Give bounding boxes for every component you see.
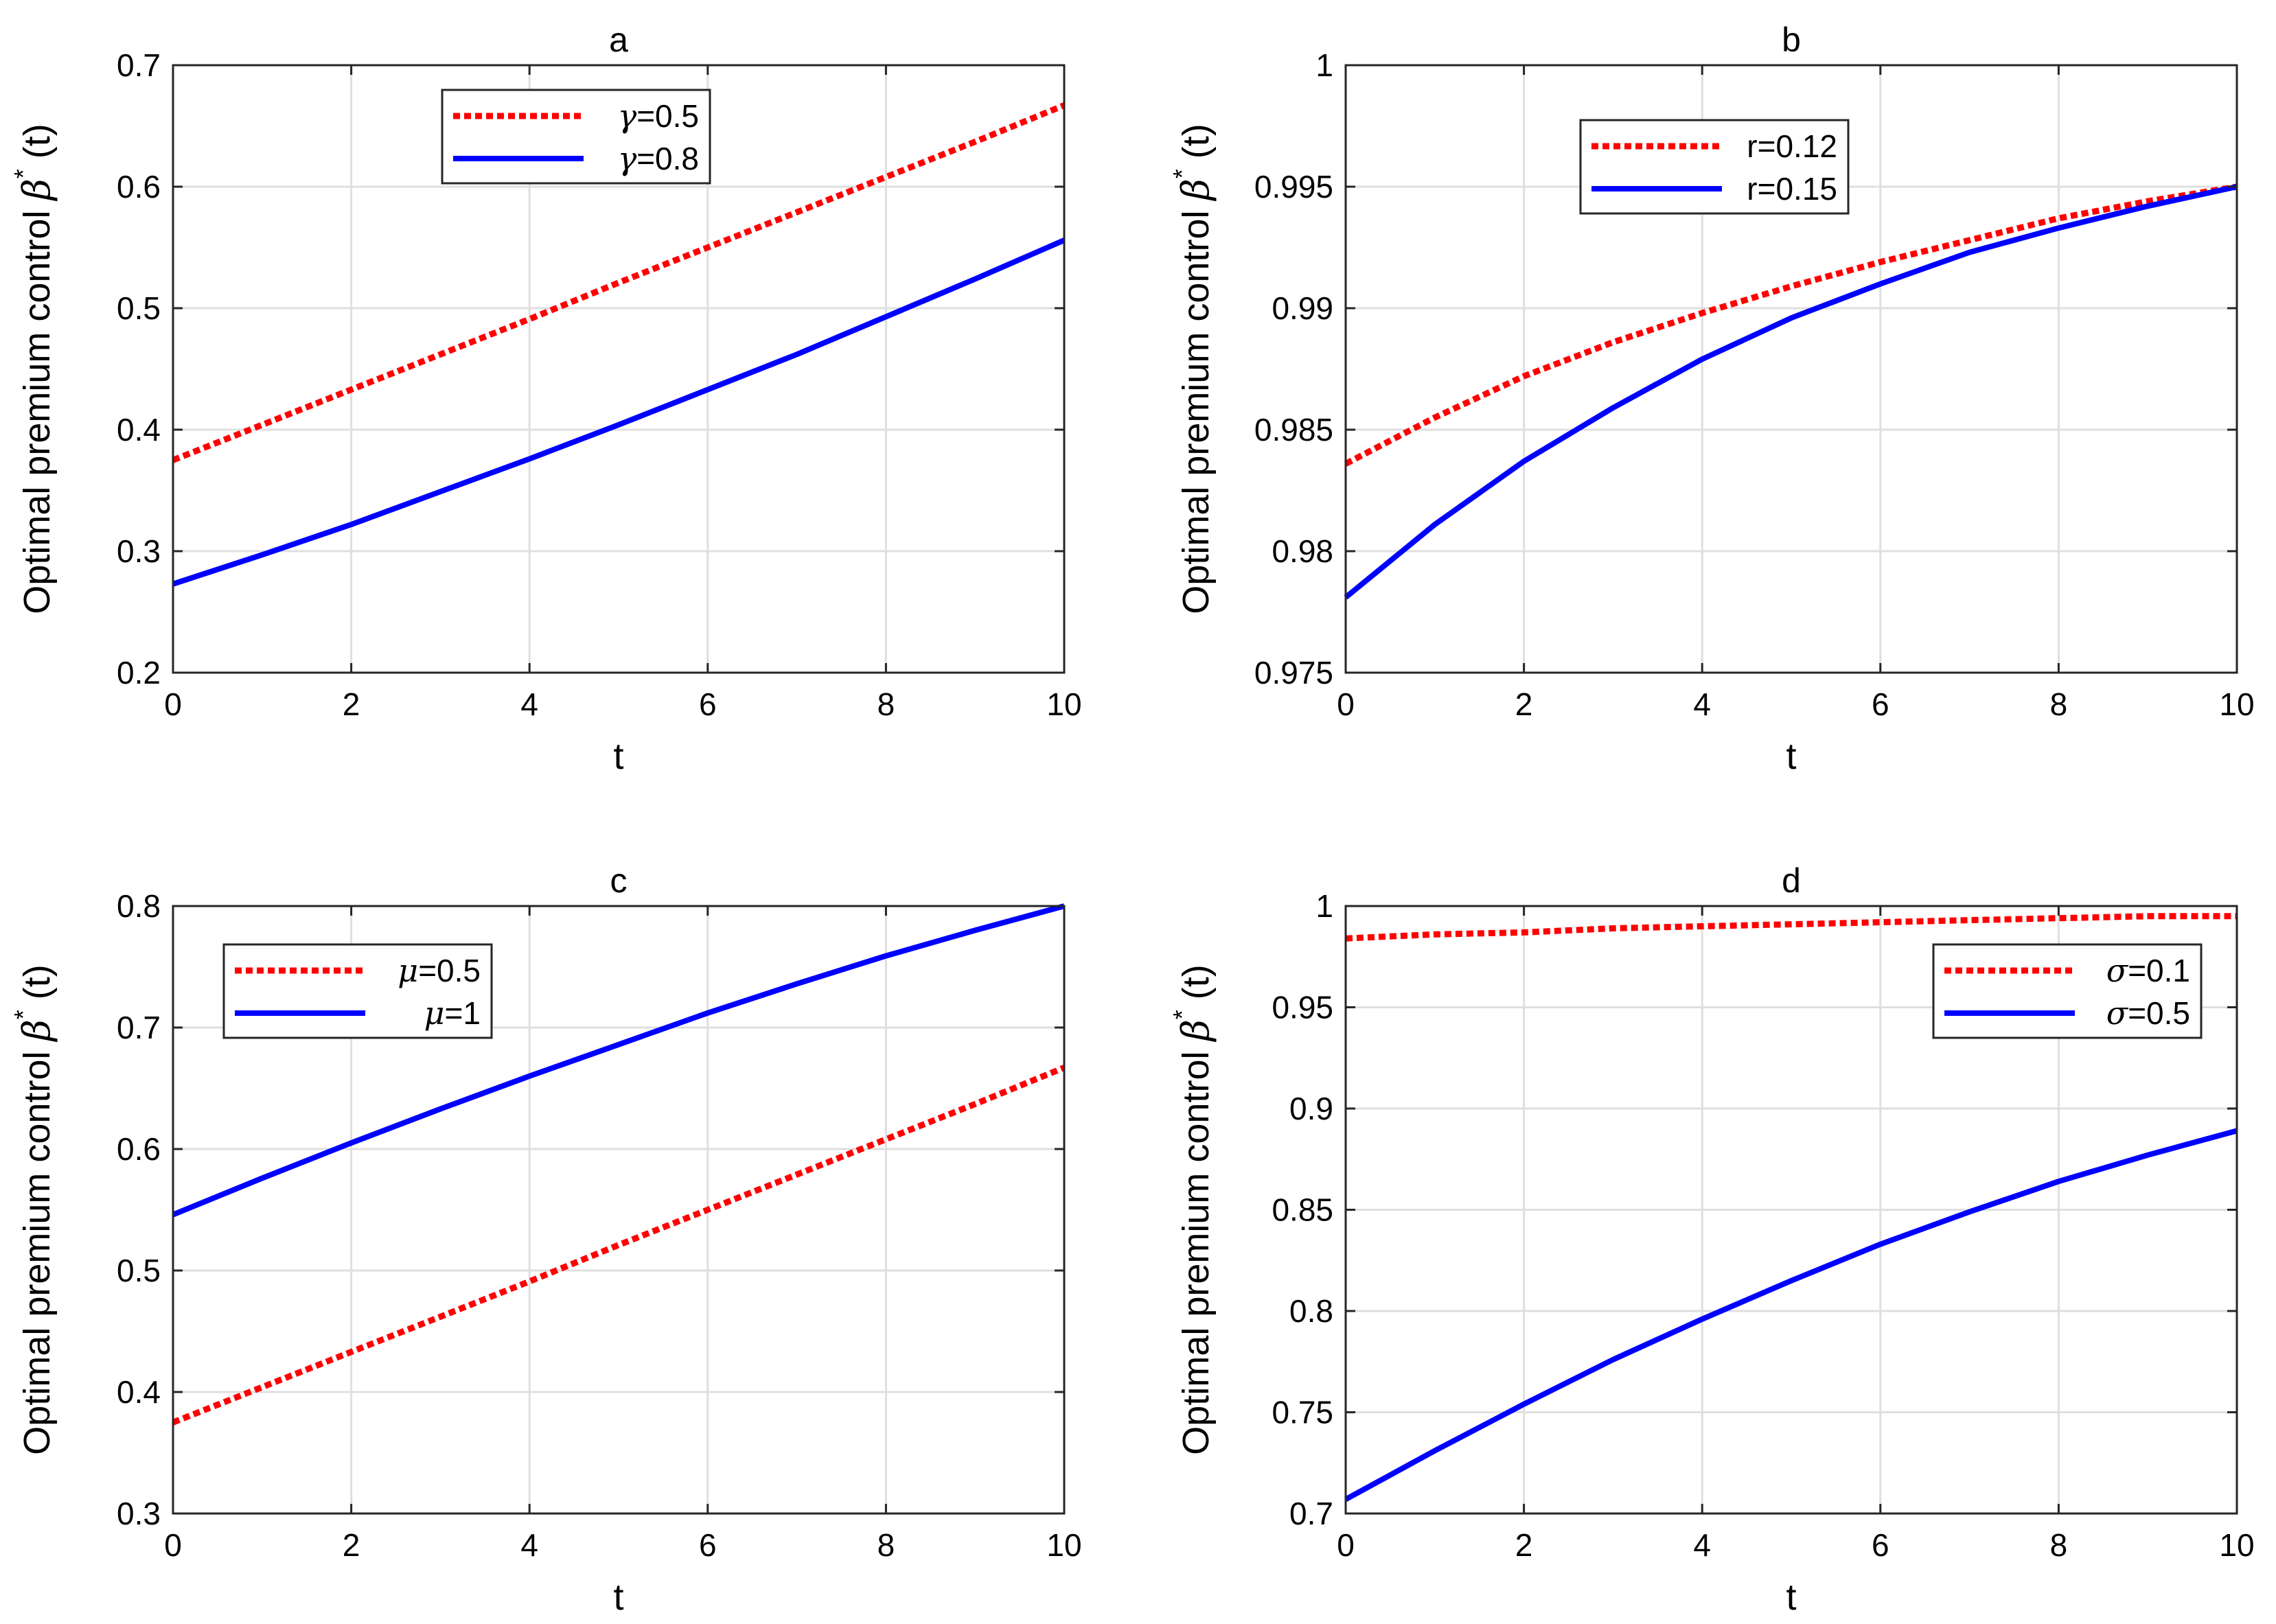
legend-box <box>1932 943 2203 1039</box>
y-tick-label: 1 <box>1315 47 1333 83</box>
x-tick-label: 10 <box>1046 686 1081 722</box>
x-tick-label: 6 <box>699 1527 717 1563</box>
x-tick-label: 6 <box>1872 1527 1889 1563</box>
legend-entry-2: γ=0.8 <box>618 140 699 177</box>
y-tick-label: 0.975 <box>1254 655 1333 691</box>
y-tick-label: 0.995 <box>1254 169 1333 205</box>
chart-svg: 0 2 4 6 8 10 0.2 0.3 0.4 0.5 0.6 0.7 a t Optimal premi… <box>9 21 1082 777</box>
y-tick-label: 0.2 <box>117 655 161 691</box>
x-tick-label: 8 <box>2050 1527 2068 1563</box>
y-axis-label: Optimal premium control β* (t) <box>9 124 58 614</box>
legend-entry-1: r=0.12 <box>1747 128 1837 164</box>
legend-entry-1: γ=0.5 <box>618 97 699 135</box>
y-tick-label: 0.99 <box>1272 290 1333 326</box>
chart-title: c <box>610 861 628 900</box>
y-tick-label: 0.7 <box>117 1010 161 1045</box>
y-tick-label: 0.3 <box>117 533 161 569</box>
x-tick-label: 8 <box>877 686 895 722</box>
chart-panel-b: 0 2 4 6 8 10 0.975 0.98 0.985 0.99 0.995 1 b t Optimal… <box>1168 21 2255 777</box>
legend-entry-1: σ=0.1 <box>2106 952 2190 989</box>
x-tick-label: 2 <box>343 1527 360 1563</box>
series-line-2 <box>1344 1128 2238 1502</box>
legend-entry-2: σ=0.5 <box>2106 995 2190 1032</box>
chart-title: d <box>1782 861 1801 900</box>
legend-box <box>222 943 493 1039</box>
y-tick-label: 0.5 <box>117 290 161 326</box>
y-tick-label: 0.85 <box>1272 1192 1333 1228</box>
y-axis-label: Optimal premium control β* (t) <box>1168 964 1217 1454</box>
series-line-2 <box>1344 184 2238 600</box>
y-tick-label: 0.9 <box>1289 1091 1333 1126</box>
x-tick-label: 10 <box>2219 1527 2254 1563</box>
y-tick-label: 0.7 <box>1289 1496 1333 1531</box>
y-tick-label: 0.985 <box>1254 412 1333 448</box>
y-axis-label: Optimal premium control β* (t) <box>9 964 58 1454</box>
chart-panel-d: 0 2 4 6 8 10 0.7 0.75 0.8 0.85 0.9 0.95 1 d t Optimal p… <box>1168 861 2255 1618</box>
y-tick-label: 0.8 <box>1289 1293 1333 1329</box>
y-axis-label: Optimal premium control β* (t) <box>1168 124 1217 614</box>
x-tick-label: 2 <box>1515 1527 1533 1563</box>
series-line-2 <box>172 903 1066 1218</box>
legend-box <box>441 89 711 185</box>
x-tick-label: 4 <box>520 686 538 722</box>
axes-box <box>172 905 1066 1515</box>
x-tick-label: 8 <box>877 1527 895 1563</box>
x-tick-label: 0 <box>164 686 182 722</box>
x-tick-label: 8 <box>2050 686 2068 722</box>
x-axis-label: t <box>1786 736 1796 777</box>
y-tick-label: 0.6 <box>117 1131 161 1167</box>
legend: σ=0.1 σ=0.5 <box>1932 943 2203 1039</box>
chart-panel-a: 0 2 4 6 8 10 0.2 0.3 0.4 0.5 0.6 0.7 a t Optimal premi… <box>9 21 1082 777</box>
x-tick-label: 0 <box>164 1527 182 1563</box>
chart-svg: 0 2 4 6 8 10 0.7 0.75 0.8 0.85 0.9 0.95 1 d t Optimal p… <box>1168 861 2255 1618</box>
chart-panel-c: 0 2 4 6 8 10 0.3 0.4 0.5 0.6 0.7 0.8 c t Optimal premi… <box>9 861 1082 1618</box>
x-tick-label: 2 <box>1515 686 1533 722</box>
x-axis-label: t <box>1786 1577 1796 1618</box>
x-tick-label: 4 <box>1693 686 1711 722</box>
legend-box <box>1579 119 1850 215</box>
y-tick-label: 0.7 <box>117 47 161 83</box>
x-tick-label: 6 <box>699 686 717 722</box>
legend-entry-2: μ=1 <box>424 995 481 1032</box>
x-tick-label: 0 <box>1337 686 1355 722</box>
y-tick-label: 0.75 <box>1272 1395 1333 1430</box>
x-tick-label: 4 <box>520 1527 538 1563</box>
legend: μ=0.5 μ=1 <box>222 943 493 1039</box>
x-tick-label: 2 <box>343 686 360 722</box>
y-tick-label: 0.4 <box>117 1374 161 1410</box>
chart-title: b <box>1782 21 1801 59</box>
chart-title: a <box>609 21 628 59</box>
series-line-1 <box>172 102 1066 463</box>
series-line-1 <box>172 1065 1066 1426</box>
x-tick-label: 0 <box>1337 1527 1355 1563</box>
x-axis-label: t <box>613 1577 623 1618</box>
x-tick-label: 10 <box>2219 686 2254 722</box>
x-tick-label: 10 <box>1046 1527 1081 1563</box>
x-axis-label: t <box>613 736 623 777</box>
x-tick-label: 4 <box>1693 1527 1711 1563</box>
chart-svg: 0 2 4 6 8 10 0.3 0.4 0.5 0.6 0.7 0.8 c t Optimal premi… <box>9 861 1082 1618</box>
legend-entry-1: μ=0.5 <box>398 952 481 989</box>
y-tick-label: 0.8 <box>117 888 161 924</box>
y-tick-label: 0.6 <box>117 169 161 205</box>
axes-box <box>1344 64 2238 674</box>
series-line-1 <box>1344 183 2238 467</box>
legend-entry-2: r=0.15 <box>1747 171 1837 207</box>
axes-box <box>172 64 1066 674</box>
legend: r=0.12 r=0.15 <box>1579 119 1850 215</box>
y-tick-label: 1 <box>1315 888 1333 924</box>
y-tick-label: 0.98 <box>1272 533 1333 569</box>
x-tick-label: 6 <box>1872 686 1889 722</box>
series-line-1 <box>1345 913 2237 942</box>
chart-svg: 0 2 4 6 8 10 0.975 0.98 0.985 0.99 0.995 1 b t Optimal… <box>1168 21 2255 777</box>
y-tick-label: 0.3 <box>117 1496 161 1531</box>
series-line-2 <box>172 237 1066 587</box>
y-tick-label: 0.4 <box>117 412 161 448</box>
y-tick-label: 0.95 <box>1272 990 1333 1025</box>
legend: γ=0.5 γ=0.8 <box>441 89 711 185</box>
y-tick-label: 0.5 <box>117 1253 161 1288</box>
